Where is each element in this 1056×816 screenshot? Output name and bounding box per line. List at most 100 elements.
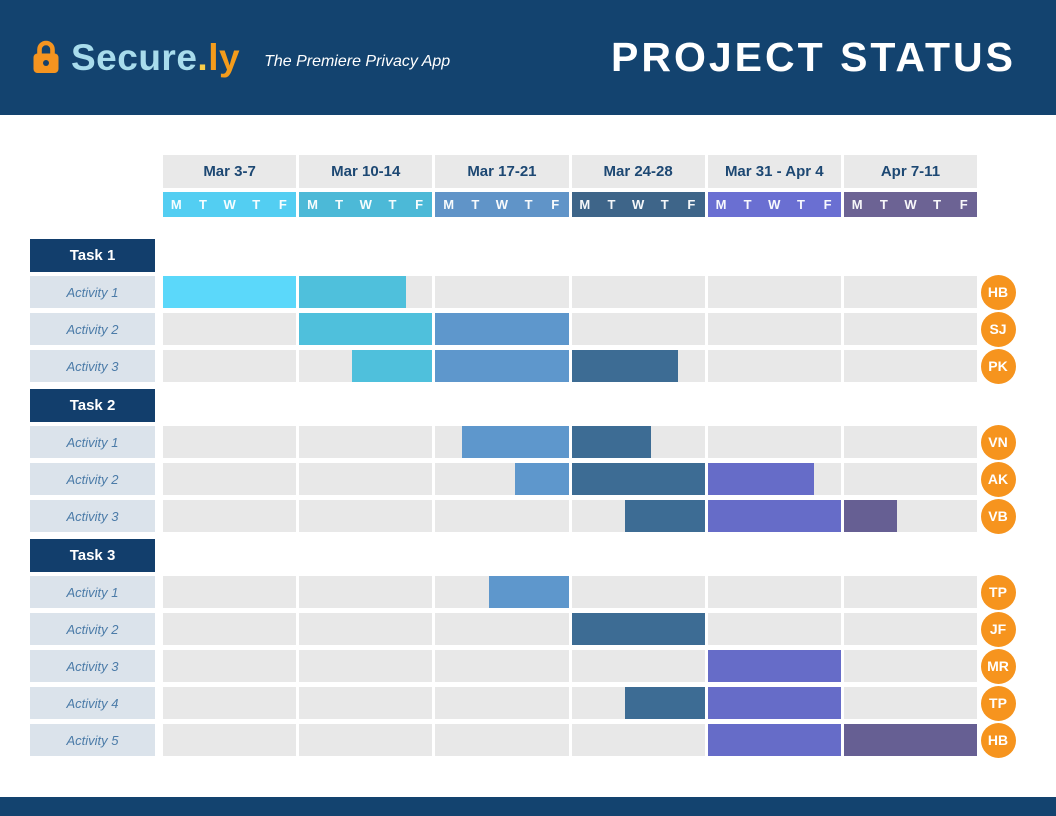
timeline-week-4 [571,350,705,382]
gantt-body: Task 1 Activity 1 HB Activity 2 SJ Activity 3… [0,239,1056,758]
timeline-week-6 [843,276,978,308]
day-label: M [579,197,591,212]
timeline-week-5 [707,724,841,756]
activity-label: Activity 3 [30,350,155,382]
owner-badge-cell: PK [977,348,1019,384]
page-title: PROJECT STATUS [611,34,1016,80]
activity-timeline [163,313,978,345]
task-row-3: Task 3 [30,539,1056,572]
timeline-week-3 [435,463,569,495]
activity-label: Activity 1 [30,576,155,608]
timeline-week-6 [843,613,978,645]
timeline-week-4 [571,500,705,532]
day-label: T [660,197,669,212]
owner-badge: AK [980,461,1016,497]
owner-badge-cell: VB [977,498,1019,534]
timeline-week-1 [163,724,297,756]
timeline-week-5 [707,576,841,608]
week-header-1: Mar 3-7 [163,155,297,188]
activity-row: Activity 3 PK [30,348,1051,384]
owner-badge-cell: MR [977,648,1019,684]
top-banner: Secure . ly The Premiere Privacy App PRO… [0,0,1056,115]
activity-label: Activity 2 [30,313,155,345]
gantt-bar [571,613,705,645]
gantt-bar [435,350,569,382]
timeline-week-1 [163,313,297,345]
timeline-week-6 [843,576,978,608]
timeline-week-4 [571,276,705,308]
timeline-week-2 [299,650,433,682]
timeline-week-4 [571,426,705,458]
timeline-week-2 [299,463,433,495]
week-header-4: Mar 24-28 [571,155,705,188]
activity-timeline [163,576,978,608]
task-header-2: Task 2 [30,389,155,422]
day-label: T [471,197,480,212]
timeline-week-2 [299,350,433,382]
owner-badge-cell: VN [977,424,1019,460]
day-label: M [851,197,863,212]
brand-ly: ly [208,36,241,78]
activity-timeline [163,463,978,495]
timeline-week-4 [571,724,705,756]
owner-badge: TP [980,685,1016,721]
task-header-3: Task 3 [30,539,155,572]
timeline-week-5 [707,687,841,719]
owner-badge: HB [980,274,1016,310]
timeline-week-6 [843,463,978,495]
timeline-week-6 [843,426,978,458]
timeline-week-5 [707,650,841,682]
day-label: W [223,197,236,212]
timeline-week-4 [571,463,705,495]
timeline-week-5 [707,463,841,495]
activity-label: Activity 2 [30,463,155,495]
day-label: F [687,197,696,212]
day-label: M [443,197,455,212]
activity-row: Activity 5 HB [30,722,1051,758]
owner-badge-cell: JF [977,611,1019,647]
activity-label: Activity 2 [30,613,155,645]
gantt-bar [571,463,705,495]
day-label: T [388,197,397,212]
timeline-week-3 [435,426,569,458]
brand-secure: Secure [71,36,198,78]
timeline-week-4 [571,687,705,719]
activity-timeline [163,276,978,308]
gantt-bar [571,350,679,382]
timeline-week-3 [435,613,569,645]
timeline-week-1 [163,426,297,458]
timeline-week-3 [435,350,569,382]
owner-badge: JF [980,611,1016,647]
owner-badge: MR [980,648,1016,684]
timeline-week-1 [163,350,297,382]
timeline-week-2 [299,313,433,345]
activity-row: Activity 1 TP [30,574,1051,610]
gantt-bar [624,500,705,532]
timeline-week-3 [435,724,569,756]
activity-timeline [163,613,978,645]
task-row-2: Task 2 [30,389,1056,422]
gantt-bar [435,313,569,345]
timeline-week-1 [163,613,297,645]
timeline-week-6 [843,500,978,532]
timeline-week-1 [163,500,297,532]
day-label: F [551,197,560,212]
timeline-week-1 [163,463,297,495]
activity-row: Activity 2 SJ [30,311,1051,347]
gantt-bar [843,724,978,756]
day-label: M [307,197,318,212]
activity-label: Activity 3 [30,650,155,682]
brand-name: Secure . ly [71,37,240,79]
timeline-week-4 [571,650,705,682]
activity-label: Activity 1 [30,426,155,458]
timeline-week-2 [299,687,433,719]
activity-timeline [163,426,978,458]
owner-badge-cell: HB [977,274,1019,310]
activity-row: Activity 3 VB [30,498,1051,534]
task-row-1: Task 1 [30,239,1056,272]
day-label: W [359,197,372,212]
owner-badge-cell: TP [977,574,1019,610]
